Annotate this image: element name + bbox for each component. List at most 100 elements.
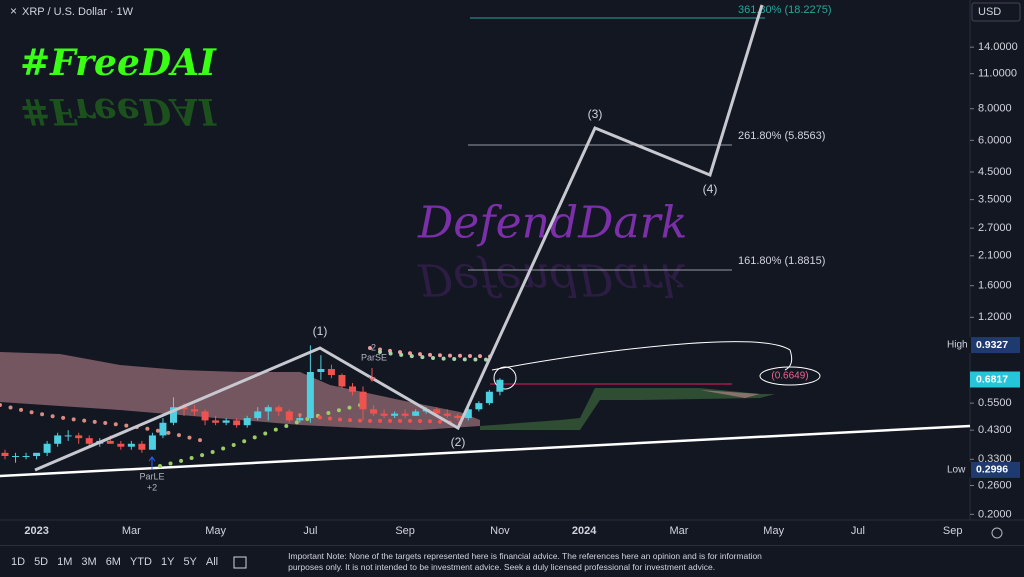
sar-dot <box>61 415 66 420</box>
x-tick-label: Mar <box>122 525 141 537</box>
sar-dot <box>294 420 299 425</box>
candle-body <box>348 386 356 392</box>
sar-dot <box>82 418 87 423</box>
price-badge <box>970 371 1020 388</box>
sar-dot <box>388 351 393 356</box>
range-button[interactable]: 5D <box>34 555 49 568</box>
fib-label: 261.80% (5.8563) <box>738 130 825 142</box>
sar-dot <box>252 435 257 440</box>
currency-label[interactable]: USD <box>978 6 1001 18</box>
sar-dot <box>347 405 352 410</box>
x-tick-label: Sep <box>395 525 415 537</box>
wave-label: (2) <box>451 435 466 449</box>
sar-dot <box>418 352 422 357</box>
sar-dot <box>398 418 402 423</box>
sar-dot <box>113 422 118 427</box>
sar-dot <box>428 352 432 357</box>
x-tick-label: 2024 <box>572 525 597 537</box>
y-tick-label: 0.2000 <box>978 508 1012 520</box>
candle-body <box>33 452 41 457</box>
candle-body <box>433 409 441 414</box>
sar-dot <box>378 418 382 423</box>
range-button[interactable]: YTD <box>129 555 152 568</box>
price-badge-name-bg <box>944 337 971 354</box>
sar-dot <box>420 355 425 360</box>
range-button[interactable]: 1Y <box>160 555 175 568</box>
y-tick-label: 2.7000 <box>978 222 1012 234</box>
currency-button[interactable] <box>971 2 1021 22</box>
sar-dot <box>221 446 226 451</box>
sar-dot <box>179 458 184 463</box>
candle-body <box>464 409 472 419</box>
y-tick-label: 4.5000 <box>978 166 1012 178</box>
sar-dot <box>441 356 446 361</box>
y-tick-label: 0.5500 <box>978 397 1012 409</box>
range-button[interactable]: 5Y <box>183 555 197 568</box>
sar-dot <box>8 405 13 410</box>
candle-body <box>359 391 367 410</box>
sar-dot <box>431 355 435 360</box>
sar-dot <box>388 418 392 423</box>
sar-dot <box>338 417 342 422</box>
candle-body <box>201 411 209 421</box>
y-tick-label: 11.0000 <box>978 68 1017 80</box>
sar-dot <box>0 403 2 407</box>
sar-dot <box>92 419 97 424</box>
x-tick-label: Nov <box>490 525 510 537</box>
chart: × XRP / U.S. Dollar · 1W USD #FreeDAI #F… <box>0 0 1024 539</box>
sar-dot <box>242 439 247 444</box>
range-button[interactable]: 1D <box>11 555 26 568</box>
indicator-count: -2 <box>368 342 376 352</box>
candle-body <box>454 415 462 419</box>
candle-body <box>285 411 293 421</box>
y-tick-label: 8.0000 <box>978 103 1012 115</box>
candle-body <box>191 409 199 412</box>
range-button[interactable]: 6M <box>105 555 121 568</box>
date-range-icon[interactable] <box>232 554 248 570</box>
candle-body <box>12 456 20 458</box>
fib-label: 361.80% (18.2275) <box>738 4 832 16</box>
wave-label: (3) <box>588 107 603 121</box>
sar-dot <box>263 431 268 436</box>
range-button[interactable]: All <box>205 555 219 568</box>
sar-dot <box>399 352 404 357</box>
sar-dot <box>145 426 150 431</box>
range-button[interactable]: 3M <box>81 555 97 568</box>
sar-dot <box>189 456 194 461</box>
sar-dot <box>378 350 382 354</box>
candle-body <box>64 435 72 437</box>
ichimoku-cloud <box>700 390 760 398</box>
ichimoku-cloud <box>0 352 480 430</box>
sar-dot <box>462 357 467 362</box>
callout-ellipse <box>759 366 821 386</box>
trend-line <box>0 424 971 478</box>
sar-dot <box>484 357 488 362</box>
candle-body <box>75 435 83 439</box>
x-tick-label: Jul <box>851 525 865 537</box>
candle-body <box>85 438 93 444</box>
indicator-label: ParLE <box>139 471 164 481</box>
settings-icon[interactable] <box>991 527 1003 539</box>
sar-dot <box>458 353 462 358</box>
x-tick-label: May <box>205 525 226 537</box>
x-tick-label: 2023 <box>24 525 48 537</box>
elliott-wave <box>34 4 764 472</box>
candle-body <box>327 369 335 376</box>
candle-body <box>496 379 504 392</box>
y-tick-label: 14.0000 <box>978 41 1018 53</box>
candle-body <box>296 418 304 421</box>
y-tick-label: 6.0000 <box>978 134 1012 146</box>
close-icon[interactable]: × <box>10 4 17 18</box>
sar-dot <box>210 449 215 454</box>
parabolic-sar <box>0 346 492 468</box>
range-button[interactable]: 1M <box>57 555 73 568</box>
sar-dot <box>71 417 76 422</box>
sar-dot <box>176 433 181 438</box>
candles <box>1 345 504 463</box>
callout-curve <box>491 341 793 371</box>
candle-body <box>254 411 262 419</box>
price-badge-value: 0.9327 <box>976 339 1008 351</box>
y-tick-label: 0.2600 <box>978 479 1012 491</box>
sar-dot <box>438 419 442 424</box>
